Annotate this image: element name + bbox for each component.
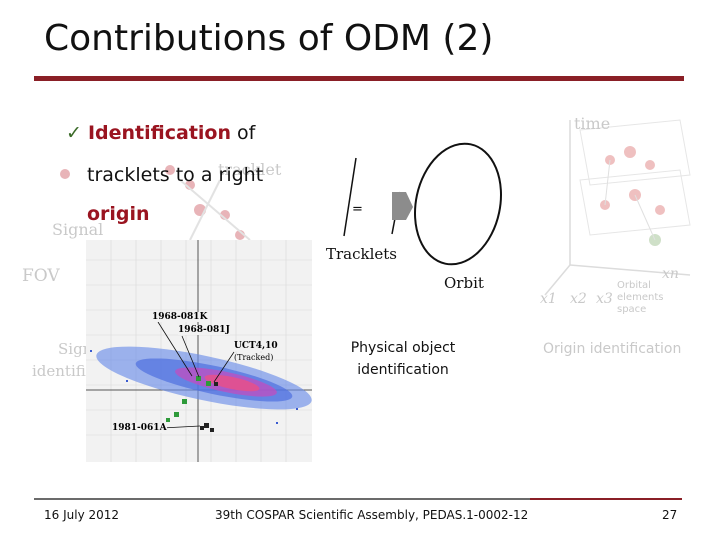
footer-rule-right [530,498,682,500]
bullet-line-2: tracklets to a right [87,164,264,186]
faded-signal-identification-1: Sign [58,340,93,358]
tracklet-orbit-graphic [343,142,502,266]
footer-rule-left [34,498,530,500]
equals-sign: = [352,202,363,217]
physical-object-label-1: Physical object [350,340,456,356]
footer-page-number: 27 [662,508,678,522]
bullet-line-1-rest: of [231,122,256,144]
plot-label-1968-081j: 1968-081J [178,325,230,335]
physical-object-label-2: identification [357,362,449,378]
faded-left-graphic [60,165,251,241]
check-icon: ✓ [66,122,82,144]
faded-orbital-label-2: elements [617,292,664,303]
footer-date: 16 July 2012 [44,508,120,522]
faded-tracklet-label: tracklet [218,160,282,179]
faded-orbital-space-graphic [544,119,691,296]
plot-label-tracked: (Tracked) [234,353,274,362]
faded-right-diagram [540,110,700,320]
plot-label-1968-081k: 1968-081K [152,312,208,322]
title-divider [34,76,684,81]
faded-fov-label: FOV [22,266,60,286]
faded-signal-identification-2: identifi [32,362,86,380]
slide-title: Contributions of ODM (2) [44,18,494,59]
faded-time-label: time [574,114,611,133]
faded-origin-identification: Origin identification [543,341,682,357]
tracklets-label: Tracklets [326,245,398,263]
bullet-line-1: ✓ Identification of [66,122,255,144]
faded-x3-label: x3 [596,291,613,307]
bullet-line-3: origin [87,203,150,225]
orbit-label: Orbit [444,274,484,292]
faded-x1-label: x1 [540,291,557,307]
faded-orbital-label-1: Orbital [617,280,651,291]
footer-event: 39th COSPAR Scientific Assembly, PEDAS.1… [215,508,529,522]
faded-orbital-label-3: space [617,304,647,315]
bullet-highlight-identification: Identification [87,122,231,144]
plot-label-uct: UCT4,10 [234,341,278,351]
tracklet-orbit-diagram [330,140,510,270]
faded-signal-label: Signal [52,220,104,239]
plot-label-1981-061a: 1981-061A [112,423,167,433]
faded-left-diagram [40,140,330,390]
faded-xn-label: xn [662,266,679,282]
bullet-highlight-origin: origin [87,203,150,225]
faded-x2-label: x2 [570,291,587,307]
